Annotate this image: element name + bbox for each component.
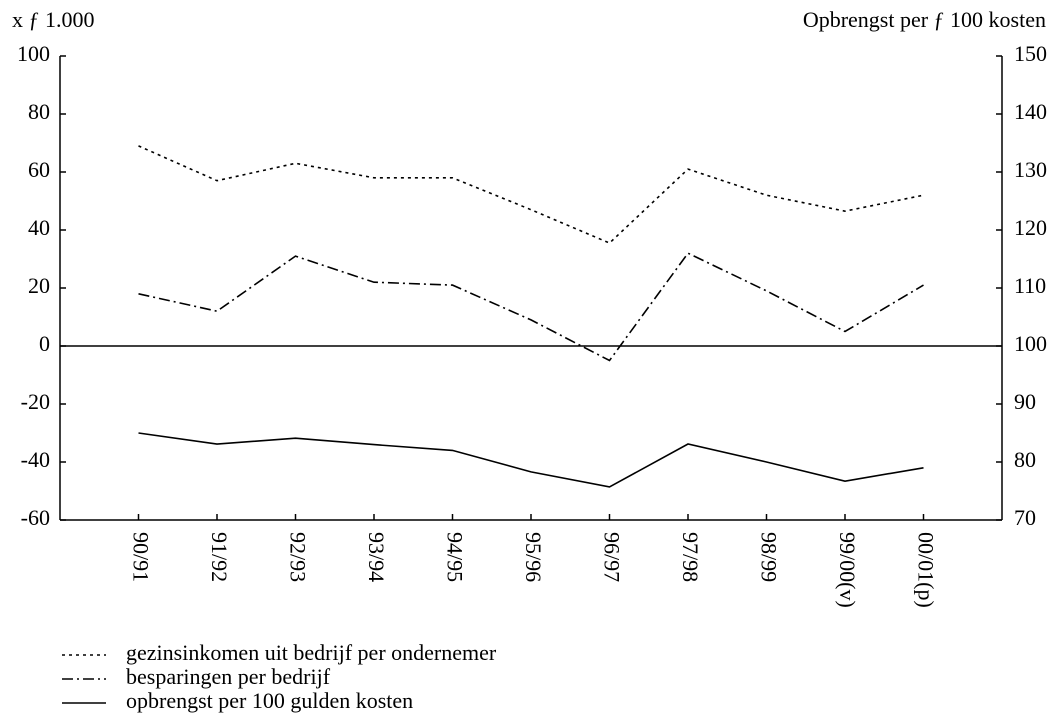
y2-tick-label: 70 <box>1014 505 1036 530</box>
x-tick-label: 97/98 <box>678 532 703 582</box>
y-tick-label: 100 <box>17 41 50 66</box>
y-tick-label: -20 <box>21 389 50 414</box>
legend-label: opbrengst per 100 gulden kosten <box>126 688 413 713</box>
x-tick-label: 98/99 <box>756 532 781 582</box>
y2-tick-label: 130 <box>1014 157 1047 182</box>
series-line <box>138 432 924 488</box>
series-line <box>138 252 924 362</box>
y-tick-label: 40 <box>28 215 50 240</box>
y2-tick-label: 150 <box>1014 41 1047 66</box>
legend-label: gezinsinkomen uit bedrijf per ondernemer <box>126 640 497 665</box>
series-line <box>138 145 924 244</box>
x-tick-label: 94/95 <box>442 532 467 582</box>
y2-tick-label: 140 <box>1014 99 1047 124</box>
y-tick-label: -40 <box>21 447 50 472</box>
legend-label: besparingen per bedrijf <box>126 664 331 689</box>
y2-axis-title: Opbrengst per ƒ 100 kosten <box>803 7 1046 32</box>
y-tick-label: 0 <box>39 331 50 356</box>
x-tick-label: 96/97 <box>599 532 624 582</box>
x-tick-label: 00/01(p) <box>913 532 938 608</box>
x-tick-label: 95/96 <box>521 532 546 582</box>
y2-tick-label: 80 <box>1014 447 1036 472</box>
y-tick-label: 80 <box>28 99 50 124</box>
y2-tick-label: 110 <box>1014 273 1046 298</box>
y-tick-label: -60 <box>21 505 50 530</box>
x-tick-label: 90/91 <box>128 532 153 582</box>
x-tick-label: 93/94 <box>364 532 389 582</box>
y2-tick-label: 90 <box>1014 389 1036 414</box>
y2-tick-label: 120 <box>1014 215 1047 240</box>
y-tick-label: 60 <box>28 157 50 182</box>
x-tick-label: 91/92 <box>207 532 232 582</box>
y-tick-label: 20 <box>28 273 50 298</box>
y-axis-title: x ƒ 1.000 <box>12 7 95 32</box>
x-tick-label: 92/93 <box>285 532 310 582</box>
y2-tick-label: 100 <box>1014 331 1047 356</box>
x-tick-label: 99/00(v) <box>835 532 860 608</box>
